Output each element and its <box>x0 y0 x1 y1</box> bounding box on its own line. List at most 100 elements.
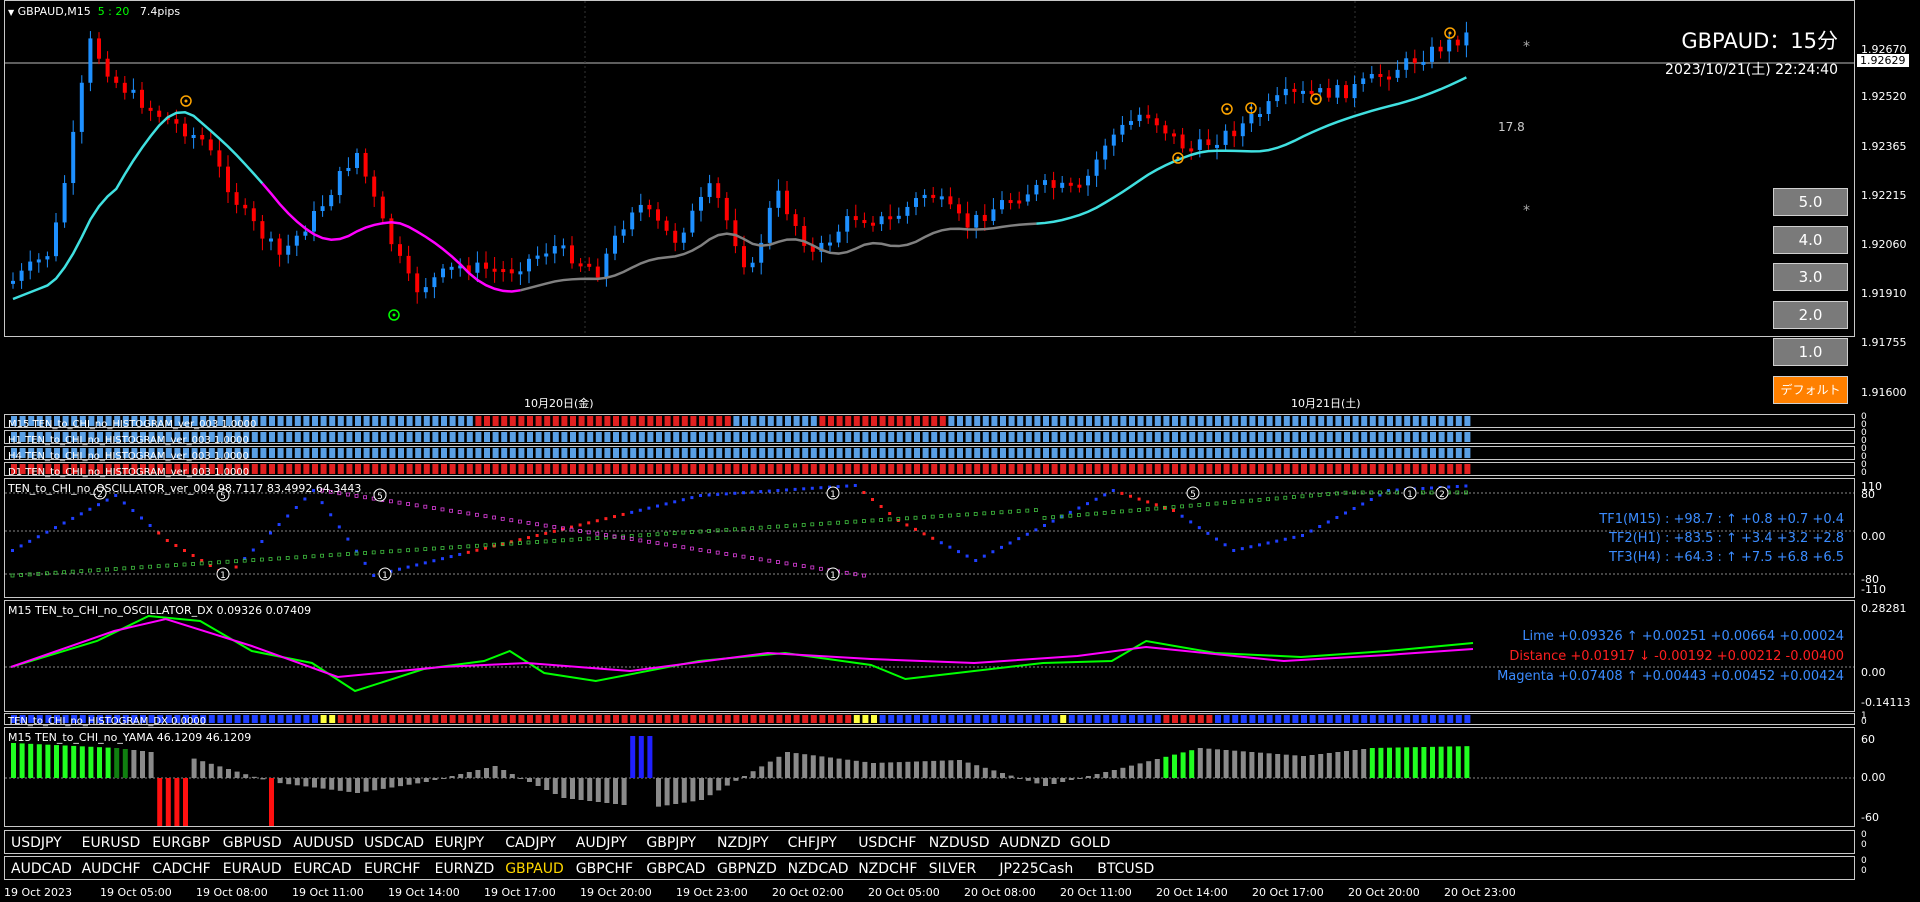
symbol-usdcad[interactable]: USDCAD <box>364 835 425 851</box>
histogram-bar <box>1361 416 1368 426</box>
symbol-chfjpy[interactable]: CHFJPY <box>787 835 837 851</box>
osc-dot-fast <box>337 525 341 529</box>
yama-bar <box>423 778 429 782</box>
symbol-silver[interactable]: SILVER <box>928 861 977 877</box>
symbol-cadjpy[interactable]: CADJPY <box>505 835 557 851</box>
histogram-bar <box>656 448 662 458</box>
candle-body <box>922 194 927 199</box>
histogram-bar <box>389 432 396 442</box>
yama-bar <box>1447 746 1453 778</box>
osc-dot-slow <box>337 552 342 557</box>
period-button-2[interactable]: 2.0 <box>1773 301 1848 329</box>
histogram-bar <box>1326 464 1333 474</box>
period-button-3[interactable]: 3.0 <box>1773 263 1848 291</box>
histogram-bar <box>1189 432 1196 442</box>
osc-dot-fast <box>767 489 771 493</box>
histogram-bar <box>286 416 293 426</box>
osc-dot-slow <box>431 546 436 551</box>
symbol-btcusd[interactable]: BTCUSD <box>1097 861 1155 877</box>
dx-pane[interactable]: M15 TEN_to_CHI_no_OSCILLATOR_DX 0.09326 … <box>4 600 1855 712</box>
symbol-eurjpy[interactable]: EURJPY <box>434 835 485 851</box>
symbol-eurusd[interactable]: EURUSD <box>81 835 141 851</box>
symbol-jp225cash[interactable]: JP225Cash <box>999 861 1074 877</box>
candle-body <box>1103 145 1108 160</box>
yama-bar <box>742 776 747 778</box>
histogram-dx-bar <box>1430 715 1436 723</box>
osc-dot-slow <box>1464 490 1468 495</box>
histogram-bar <box>767 432 774 442</box>
histogram-dx-bar <box>1369 715 1376 723</box>
symbol-nzdjpy[interactable]: NZDJPY <box>717 835 769 851</box>
symbol-nzdchf[interactable]: NZDCHF <box>858 861 918 877</box>
candle-body <box>1129 121 1133 125</box>
period-button-1[interactable]: 1.0 <box>1773 338 1848 366</box>
histogram-bar <box>36 432 43 442</box>
default-button[interactable]: デフォルト <box>1773 376 1848 404</box>
osc-dot-fast <box>604 517 608 521</box>
histogram-bar <box>423 416 430 426</box>
osc-dot-slow <box>1283 495 1288 500</box>
symbol-nzdcad[interactable]: NZDCAD <box>787 861 849 877</box>
symbol-audnzd[interactable]: AUDNZD <box>999 835 1061 851</box>
period-button-5[interactable]: 5.0 <box>1773 188 1848 216</box>
histogram-dx-bar <box>217 715 224 723</box>
symbol-nzdusd[interactable]: NZDUSD <box>928 835 990 851</box>
histogram-bar <box>638 432 645 442</box>
histogram-bar <box>501 432 508 442</box>
period-button-4[interactable]: 4.0 <box>1773 226 1848 254</box>
osc-dot-slow <box>930 514 935 519</box>
histogram-bar <box>750 448 757 458</box>
candle-body <box>492 268 497 272</box>
symbol-gbpusd[interactable]: GBPUSD <box>222 835 282 851</box>
yama-bar <box>578 778 584 800</box>
symbol-gbpaud[interactable]: GBPAUD <box>505 861 564 877</box>
yama-bar <box>355 778 360 793</box>
histogram-dx-bar <box>355 715 361 723</box>
symbol-usdjpy[interactable]: USDJPY <box>11 835 62 851</box>
symbol-gbpnzd[interactable]: GBPNZD <box>717 861 777 877</box>
histogram-dx-bar <box>664 715 671 723</box>
symbol-cadchf[interactable]: CADCHF <box>152 861 211 877</box>
symbol-eurgbp[interactable]: EURGBP <box>152 835 210 851</box>
yama-bar <box>673 778 679 804</box>
osc-dot-mid <box>681 545 686 550</box>
symbol-usdchf[interactable]: USDCHF <box>858 835 917 851</box>
symbol-audjpy[interactable]: AUDJPY <box>575 835 628 851</box>
histogram-bar <box>982 464 989 474</box>
histogram-bar <box>991 416 998 426</box>
symbol-gbpchf[interactable]: GBPCHF <box>575 861 634 877</box>
symbol-gbpcad[interactable]: GBPCAD <box>646 861 706 877</box>
candle-body <box>828 242 832 246</box>
dx-chart <box>5 614 1854 693</box>
histogram-bar <box>604 448 611 458</box>
candle-body <box>337 171 342 196</box>
symbol-audcad[interactable]: AUDCAD <box>11 861 72 877</box>
histogram-bar <box>759 432 766 442</box>
oscillator-axis: 110 80 0.00 -80 -110 <box>1861 480 1886 596</box>
tf1-readout: TF1(M15) : +98.7 : ↑ +0.8 +0.7 +0.4 <box>1599 512 1844 527</box>
histogram-bar <box>432 464 439 474</box>
price-chart-pane[interactable]: ▼ GBPAUD,M15 5 : 20 7.4pips GBPAUD：15分 2… <box>4 0 1855 337</box>
symbol-gbpjpy[interactable]: GBPJPY <box>646 835 697 851</box>
symbol-audusd[interactable]: AUDUSD <box>293 835 354 851</box>
histogram-dx-bar <box>939 715 946 723</box>
yama-pane[interactable]: M15 TEN_to_CHI_no_YAMA 46.1209 46.1209 <box>4 727 1855 827</box>
symbol-audchf[interactable]: AUDCHF <box>81 861 141 877</box>
yama-bar <box>793 753 799 778</box>
symbol-eurcad[interactable]: EURCAD <box>293 861 352 877</box>
symbol-euraud[interactable]: EURAUD <box>222 861 282 877</box>
histogram-bar <box>372 448 379 458</box>
symbol-eurnzd[interactable]: EURNZD <box>434 861 495 877</box>
osc-dot-fast <box>484 546 487 550</box>
histogram-dx-bar <box>1154 715 1161 723</box>
symbol-eurchf[interactable]: EURCHF <box>364 861 421 877</box>
candle-body <box>423 287 428 293</box>
candle-body <box>810 245 815 252</box>
histogram-bar <box>484 432 490 442</box>
histogram-bar <box>1086 416 1092 426</box>
osc-dot-mid <box>363 495 368 500</box>
histogram-bar <box>286 464 293 474</box>
candlestick-chart[interactable] <box>5 1 1854 336</box>
symbol-gold[interactable]: GOLD <box>1070 835 1111 851</box>
